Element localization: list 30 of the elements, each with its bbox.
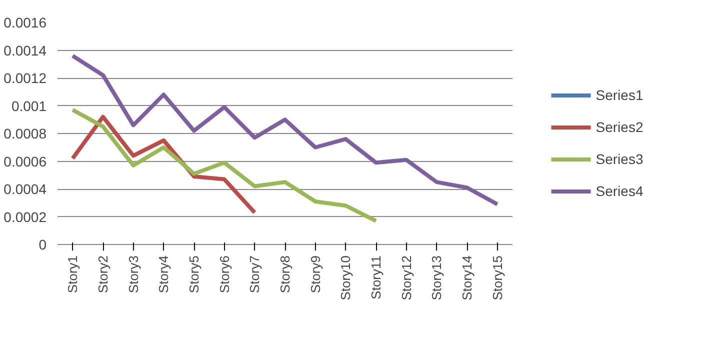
x-tick-label: Story5 bbox=[186, 255, 202, 294]
x-tick-label: Story2 bbox=[96, 255, 110, 294]
y-tick-label: 0.0006 bbox=[4, 153, 47, 170]
x-tick-label: Story14 bbox=[460, 255, 474, 300]
legend-label: Series2 bbox=[596, 118, 644, 134]
line-series bbox=[70, 54, 500, 206]
x-tick-label: Story10 bbox=[338, 255, 354, 300]
x-tick-label: Story11 bbox=[368, 255, 384, 300]
y-tick-label: 0.0014 bbox=[4, 42, 47, 58]
y-tick-label: 0.0012 bbox=[4, 70, 47, 86]
y-tick-label: 0 bbox=[38, 236, 47, 252]
x-tick-label: Story4 bbox=[156, 255, 172, 294]
legend-label: Series4 bbox=[596, 182, 644, 198]
x-tick-label: Story3 bbox=[126, 255, 141, 294]
x-tick-label: Story1 bbox=[65, 255, 80, 294]
x-tick-label: Story8 bbox=[278, 255, 292, 294]
x-tick-label: Story6 bbox=[216, 255, 232, 294]
x-tick-label: Story12 bbox=[398, 255, 414, 300]
x-tick-label: Story13 bbox=[429, 255, 444, 300]
legend-label: Series3 bbox=[596, 150, 644, 166]
y-tick-label: 0.0008 bbox=[4, 126, 47, 142]
legend-label: Series1 bbox=[596, 86, 644, 102]
x-tick-label: Story9 bbox=[308, 255, 323, 294]
y-tick-label: 0.001 bbox=[11, 98, 47, 114]
x-tick-label: Story15 bbox=[490, 255, 505, 300]
y-tick-label: 0.0004 bbox=[4, 181, 47, 197]
x-tick-label: Story7 bbox=[247, 255, 262, 294]
y-tick-label: 0.0002 bbox=[4, 208, 47, 225]
y-tick-label: 0.0016 bbox=[4, 14, 47, 30]
line-series bbox=[70, 108, 378, 223]
